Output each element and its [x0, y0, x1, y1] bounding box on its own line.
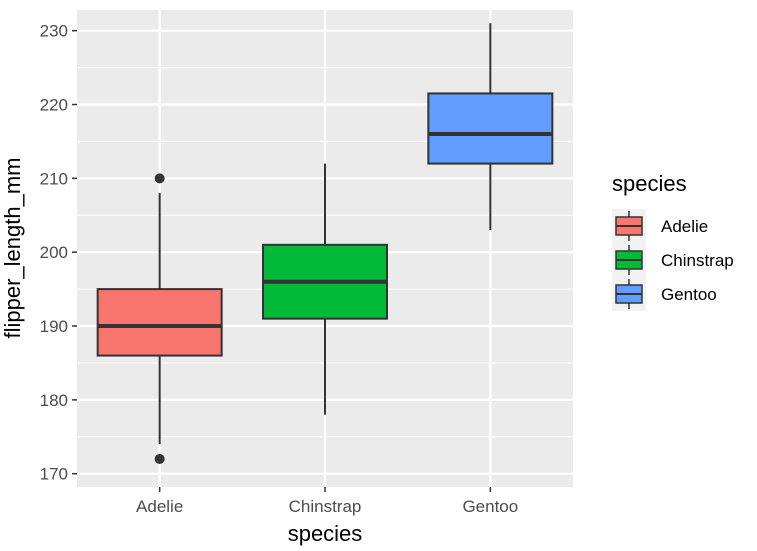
outlier-point — [154, 453, 165, 464]
legend-label: Gentoo — [661, 285, 717, 304]
y-tick-label: 190 — [40, 317, 68, 336]
x-tick-label: Gentoo — [462, 497, 518, 516]
y-axis-title: flipper_length_mm — [0, 158, 25, 339]
y-tick-label: 170 — [40, 465, 68, 484]
legend-entry-adelie: Adelie — [612, 209, 708, 243]
legend-label: Adelie — [661, 217, 708, 236]
box-adelie — [96, 173, 223, 464]
box-iqr — [96, 288, 223, 357]
legend-entry-chinstrap: Chinstrap — [612, 243, 734, 277]
legend-entry-gentoo: Gentoo — [612, 277, 717, 311]
y-axis: 170 180 190 200 210 220 230 — [40, 22, 77, 484]
box-iqr — [427, 92, 554, 165]
outlier-point — [154, 173, 165, 184]
x-tick-label: Adelie — [136, 497, 183, 516]
y-tick-label: 220 — [40, 96, 68, 115]
legend-title: species — [612, 171, 687, 196]
x-tick-label: Chinstrap — [289, 497, 362, 516]
box-chinstrap — [262, 163, 388, 415]
x-axis-title: species — [288, 521, 363, 546]
legend: species Adelie Chinstrap Gentoo — [612, 171, 734, 311]
legend-label: Chinstrap — [661, 251, 734, 270]
x-axis: Adelie Chinstrap Gentoo — [136, 487, 518, 516]
boxes — [96, 23, 554, 464]
y-tick-label: 180 — [40, 391, 68, 410]
y-tick-label: 210 — [40, 169, 68, 188]
box-gentoo — [427, 23, 554, 231]
y-tick-label: 230 — [40, 22, 68, 41]
y-tick-label: 200 — [40, 243, 68, 262]
